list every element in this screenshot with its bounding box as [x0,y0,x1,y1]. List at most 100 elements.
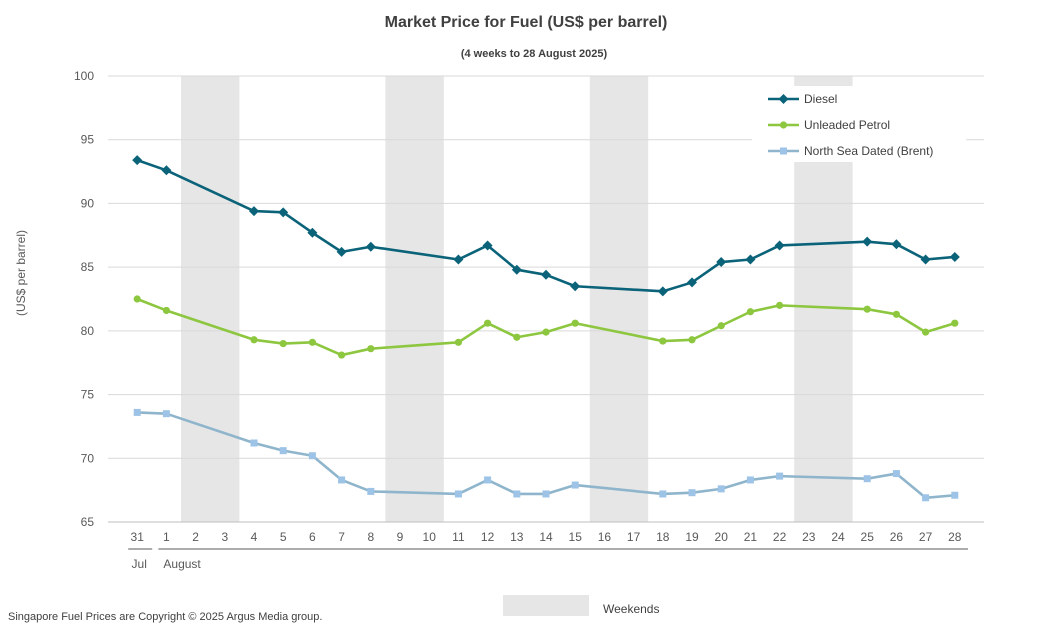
x-tick-label: 21 [744,530,758,544]
x-tick-label: 20 [715,530,729,544]
chart-title: Market Price for Fuel (US$ per barrel) [385,14,668,31]
x-tick-label: 28 [948,530,962,544]
north-sea-dated-brent-point [951,491,959,499]
weekend-bands [181,76,853,522]
unleaded-petrol-point [308,338,316,346]
copyright-note: Singapore Fuel Prices are Copyright © 20… [8,611,322,623]
y-axis-label: (US$ per barrel) [14,230,28,316]
x-tick-label: 10 [423,530,437,544]
x-axis: 31 1 2 3 4 5 6 7 8 9 10 11 12 13 14 15 16 17 18 19 20 21 22 23 2… [108,521,984,571]
x-tick-label: 22 [773,530,787,544]
unleaded-petrol-point [250,336,258,344]
north-sea-dated-brent-point [659,490,667,498]
legend-marker-diesel [778,94,789,104]
unleaded-petrol-point [922,328,930,336]
diesel-point [541,269,551,280]
diesel-point [774,240,785,251]
x-tick-label: 17 [627,530,641,544]
x-tick-label: 9 [397,530,404,544]
x-tick-label: 7 [338,530,345,544]
north-sea-dated-brent-point [484,476,492,484]
diesel-point [949,251,960,262]
y-tick-label: 100 [74,69,94,83]
north-sea-dated-brent-point [542,490,550,498]
north-sea-dated-brent-point [250,439,258,447]
north-sea-dated-brent-point [279,447,287,455]
y-tick-label: 70 [81,451,95,465]
north-sea-dated-brent-point [717,485,725,493]
y-tick-label: 80 [81,324,95,338]
north-sea-dated-brent-point [922,494,930,502]
diesel-point [249,206,259,217]
unleaded-petrol-point [133,295,141,303]
unleaded-petrol-point [571,319,579,327]
diesel-point [716,257,727,268]
legend-label-unleaded-petrol: Unleaded Petrol [804,118,890,132]
y-tick-label: 95 [81,133,95,147]
x-tick-label: 6 [309,530,316,544]
legend-marker-north-sea-dated-brent [780,147,787,155]
x-tick-label: 15 [569,530,583,544]
x-tick-label: 25 [861,530,875,544]
diesel-point [453,254,464,265]
diesel-point [891,239,902,250]
diesel-point [336,246,347,257]
north-sea-dated-brent-point [162,410,170,418]
chart-subtitle: (4 weeks to 28 August 2025) [461,48,608,60]
unleaded-petrol-point [484,319,492,327]
x-tick-label: 14 [539,530,553,544]
unleaded-petrol-point [367,345,375,353]
unleaded-petrol-point [688,336,696,344]
diesel-series [132,155,960,297]
x-tick-label: 24 [831,530,845,544]
unleaded-petrol-point [513,333,521,341]
x-tick-label: 26 [890,530,904,544]
unleaded-petrol-point [746,308,755,316]
diesel-point [278,207,289,218]
y-tick-label: 75 [81,388,95,402]
weekend-band [385,76,444,522]
month-label-august: August [163,557,201,571]
diesel-point [745,254,756,265]
diesel-point [307,227,318,238]
x-tick-label: 31 [131,530,145,544]
unleaded-petrol-point [863,305,871,313]
north-sea-dated-brent-point [513,490,521,498]
x-tick-label: 2 [192,530,199,544]
unleaded-petrol-series [133,295,959,359]
unleaded-petrol-point [542,328,550,336]
weekend-band [181,76,240,522]
x-tick-label: 16 [598,530,612,544]
unleaded-petrol-point [892,310,901,318]
weekend-legend-swatch [503,595,589,616]
x-tick-label: 18 [656,530,670,544]
diesel-point [657,286,668,297]
x-tick-label: 19 [685,530,699,544]
north-sea-dated-brent-point [133,408,141,416]
diesel-point [570,281,581,292]
unleaded-petrol-point [338,351,346,359]
y-tick-label: 85 [81,260,95,274]
diesel-point [132,155,143,166]
unleaded-petrol-point [162,306,170,315]
north-sea-dated-brent-point [454,490,462,498]
north-sea-dated-brent-point [776,472,784,480]
weekend-legend-label: Weekends [603,602,659,616]
y-tick-label: 65 [81,515,95,529]
north-sea-dated-brent-point [338,476,346,484]
unleaded-petrol-point [279,340,287,348]
x-tick-label: 12 [481,530,495,544]
series-lines [132,155,960,502]
diesel-point [687,277,697,288]
north-sea-dated-brent-series [133,408,959,502]
x-tick-label: 13 [510,530,524,544]
x-tick-label: 8 [367,530,374,544]
north-sea-dated-brent-point [308,452,316,460]
legend-label-diesel: Diesel [804,92,837,106]
legend-marker-unleaded-petrol [779,121,788,129]
unleaded-petrol-point [454,338,462,346]
north-sea-dated-brent-point [863,475,871,483]
diesel-point [920,254,931,265]
north-sea-dated-brent-point [571,481,579,489]
